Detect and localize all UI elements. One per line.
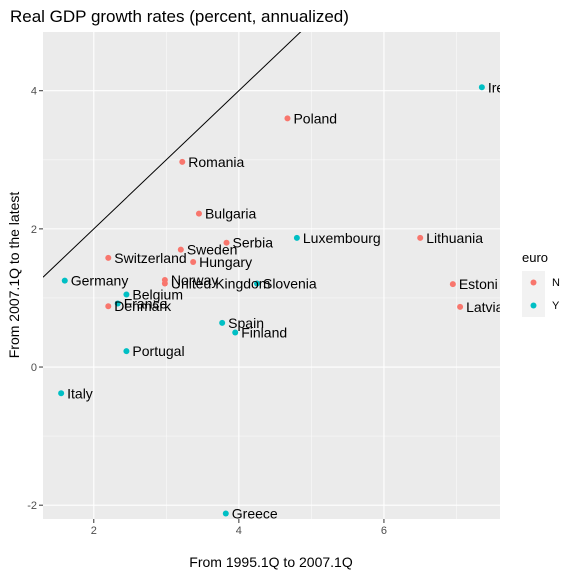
data-point-romania xyxy=(179,158,186,165)
data-point-portugal xyxy=(123,348,130,355)
data-point-finland xyxy=(232,329,239,336)
x-tick-label: 6 xyxy=(381,525,387,537)
point-label: Lithuania xyxy=(426,230,483,246)
point-label: Latvia xyxy=(466,299,504,315)
point-label: Estoni xyxy=(459,276,498,292)
chart-title: Real GDP growth rates (percent, annualiz… xyxy=(10,7,349,26)
point-label: Switzerland xyxy=(114,250,186,266)
point-label: Slovenia xyxy=(263,275,317,291)
y-tick-label: 0 xyxy=(31,362,37,374)
data-point-serbia xyxy=(223,239,230,246)
point-label: Spain xyxy=(228,315,264,331)
point-label: Hungary xyxy=(199,254,252,270)
point-label: Serbia xyxy=(233,235,274,251)
legend-title: euro xyxy=(522,250,548,265)
data-point-ireland xyxy=(478,84,485,91)
point-label: Belgium xyxy=(132,286,183,302)
data-point-spain xyxy=(219,319,226,326)
point-label: Ire xyxy=(488,79,505,95)
data-point-switzerland xyxy=(105,254,112,261)
y-tick-label: 4 xyxy=(31,86,37,98)
x-tick-label: 2 xyxy=(91,525,97,537)
data-point-germany xyxy=(61,277,68,284)
data-point-bulgaria xyxy=(195,210,202,217)
point-label: Poland xyxy=(293,110,337,126)
point-label: Luxembourg xyxy=(303,230,381,246)
y-tick-label: -2 xyxy=(27,500,37,512)
data-points xyxy=(58,84,485,517)
data-point-greece xyxy=(222,510,229,517)
data-point-france xyxy=(114,300,121,307)
plot-panel xyxy=(43,32,500,519)
data-point-denmark xyxy=(105,303,112,310)
data-point-latvia xyxy=(457,303,464,310)
point-label: Bulgaria xyxy=(205,206,257,222)
data-point-luxembourg xyxy=(293,234,300,241)
point-label: France xyxy=(124,295,168,311)
x-axis-title: From 1995.1Q to 2007.1Q xyxy=(189,554,353,570)
point-label: United Kingdom xyxy=(171,275,271,291)
point-label: Romania xyxy=(188,154,244,170)
legend-marker xyxy=(530,302,537,309)
x-axis-ticks: 2 4 6 xyxy=(91,519,387,537)
legend-marker xyxy=(530,279,537,286)
point-label: Finland xyxy=(241,324,287,340)
data-point-slovenia xyxy=(253,280,260,287)
point-label: Italy xyxy=(67,385,93,401)
legend-label: Y xyxy=(552,300,560,312)
reference-line-y-equals-x xyxy=(43,32,302,278)
data-point-italy xyxy=(58,390,65,397)
point-label: Norway xyxy=(171,272,218,288)
major-gridlines xyxy=(43,32,500,519)
data-point-united-kingdom xyxy=(161,280,168,287)
y-tick-label: 2 xyxy=(31,224,37,236)
point-label: Portugal xyxy=(132,343,184,359)
data-point-belgium xyxy=(123,291,130,298)
legend-label: N xyxy=(552,277,560,289)
y-axis-ticks: -2 0 2 4 xyxy=(27,86,43,512)
data-point-lithuania xyxy=(417,234,424,241)
x-tick-label: 4 xyxy=(236,525,242,537)
point-label: Germany xyxy=(71,273,129,289)
data-point-sweden xyxy=(177,246,184,253)
data-point-hungary xyxy=(190,259,197,266)
minor-gridlines xyxy=(43,32,500,519)
point-label: Denmark xyxy=(114,298,172,314)
point-label: Sweden xyxy=(187,242,238,258)
data-point-estonia xyxy=(449,281,456,288)
point-label: Greece xyxy=(232,505,278,521)
data-point-poland xyxy=(284,115,291,122)
y-axis-title: From 2007.1Q to the latest xyxy=(6,192,22,359)
reference-line-group xyxy=(43,32,302,278)
legend: euro NY xyxy=(522,250,560,317)
